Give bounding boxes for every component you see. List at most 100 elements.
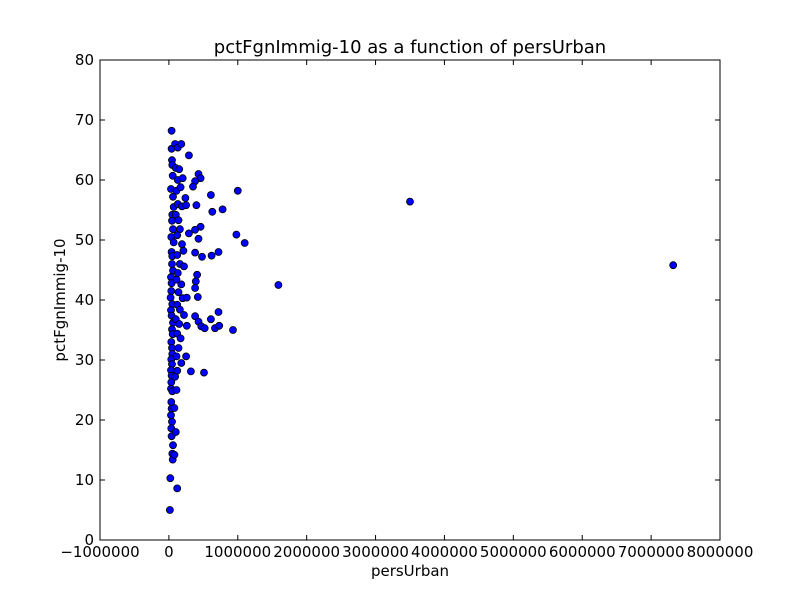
- scatter-point-91: [172, 386, 181, 394]
- x-tick-label-0: −1000000: [60, 543, 139, 561]
- scatter-point-82: [182, 321, 191, 330]
- scatter-point-76: [182, 293, 191, 302]
- scatter-point-108: [232, 230, 241, 239]
- scatter-point-10: [169, 225, 177, 234]
- scatter-point-124: [200, 324, 209, 333]
- chart-title: pctFgnImmig-10 as a function of persUrba…: [214, 37, 606, 58]
- scatter-point-72: [172, 275, 181, 284]
- scatter-point-130: [274, 281, 283, 289]
- scatter-point-58: [181, 194, 190, 202]
- scatter-point-118: [233, 186, 242, 195]
- scatter-point-47: [173, 484, 182, 493]
- x-tick-label-9: 8000000: [687, 543, 754, 561]
- scatter-point-132: [669, 261, 678, 270]
- scatter-point-61: [182, 201, 191, 210]
- y-tick-label-8: 80: [75, 51, 94, 69]
- scatter-point-112: [198, 252, 206, 261]
- scatter-point-116: [191, 284, 200, 292]
- scatter-point-12: [169, 238, 178, 247]
- y-tick-label-2: 20: [75, 411, 94, 429]
- scatter-point-102: [218, 205, 227, 214]
- x-tick-label-8: 7000000: [618, 543, 685, 561]
- scatter-point-6: [169, 192, 177, 201]
- scatter-point-117: [193, 293, 202, 301]
- scatter-point-87: [182, 352, 191, 361]
- scatter-point-67: [179, 246, 188, 255]
- scatter-point-109: [240, 239, 249, 247]
- scatter-point-78: [175, 305, 184, 314]
- scatter-point-127: [229, 326, 237, 334]
- data-points: [165, 126, 678, 514]
- scatter-point-39: [167, 411, 175, 420]
- scatter-point-128: [186, 367, 195, 376]
- scatter-point-55: [178, 174, 187, 183]
- scatter-point-43: [169, 441, 177, 450]
- scatter-point-94: [170, 450, 179, 459]
- scatter-point-19: [167, 287, 176, 295]
- y-tick-label-1: 10: [75, 471, 94, 489]
- scatter-point-101: [192, 201, 201, 210]
- scatter-point-84: [176, 334, 185, 343]
- scatter-point-53: [175, 165, 184, 174]
- scatter-point-129: [200, 368, 208, 377]
- y-tick-label-7: 70: [75, 111, 94, 129]
- x-tick-label-7: 6000000: [549, 543, 616, 561]
- y-tick-label-4: 40: [75, 291, 94, 309]
- scatter-point-100: [206, 191, 215, 199]
- scatter-point-63: [174, 216, 183, 225]
- scatter-point-86: [172, 352, 181, 361]
- scatter-point-107: [194, 234, 203, 243]
- scatter-point-57: [176, 183, 185, 192]
- scatter-point-126: [215, 321, 224, 330]
- scatter-point-65: [173, 231, 182, 240]
- scatter-point-131: [406, 197, 414, 206]
- x-tick-label-6: 5000000: [480, 543, 547, 561]
- scatter-point-103: [208, 207, 217, 216]
- scatter-point-99: [189, 182, 197, 191]
- scatter-point-20: [166, 293, 175, 302]
- scatter-point-70: [180, 262, 188, 271]
- x-tick-label-5: 4000000: [411, 543, 478, 561]
- scatter-point-111: [207, 251, 216, 260]
- x-tick-label-2: 1000000: [204, 543, 271, 561]
- scatter-point-92: [170, 404, 179, 412]
- scatter-point-46: [166, 474, 175, 483]
- y-tick-label-6: 60: [75, 171, 94, 189]
- x-axis-label: persUrban: [371, 562, 449, 580]
- x-tick-label-1: 0: [164, 543, 174, 561]
- scatter-point-114: [193, 270, 202, 279]
- scatter-point-119: [214, 308, 223, 316]
- scatter-point-85: [174, 344, 183, 352]
- scatter-point-115: [191, 277, 200, 286]
- scatter-point-4: [168, 171, 177, 180]
- scatter-point-81: [175, 320, 184, 328]
- scatter-point-66: [178, 240, 186, 249]
- scatter-point-110: [214, 248, 223, 256]
- scatter-point-73: [177, 280, 186, 289]
- scatter-point-79: [180, 311, 188, 319]
- scatter-point-0: [167, 126, 176, 135]
- axis-ticks: −1000000 0 1000000 2000000 3000000 4000000 500…: [60, 51, 753, 561]
- scatter-point-74: [174, 288, 183, 297]
- scatter-point-88: [177, 359, 186, 367]
- y-tick-label-5: 50: [75, 231, 94, 249]
- scatter-point-105: [191, 225, 200, 234]
- x-tick-label-4: 3000000: [342, 543, 409, 561]
- scatter-point-51: [177, 140, 186, 148]
- scatter-point-48: [165, 506, 174, 514]
- scatter-point-90: [171, 372, 180, 381]
- x-tick-label-3: 2000000: [273, 543, 340, 561]
- scatter-point-113: [191, 248, 200, 257]
- scatter-point-71: [173, 269, 182, 277]
- scatter-point-68: [173, 251, 182, 259]
- y-tick-label-3: 30: [75, 351, 94, 369]
- scatter-point-15: [168, 260, 176, 268]
- scatter-point-95: [184, 151, 193, 160]
- scatter-point-121: [206, 315, 215, 324]
- scatter-point-93: [171, 428, 180, 436]
- scatter-point-106: [184, 229, 193, 238]
- y-tick-label-0: 0: [84, 531, 94, 549]
- scatter-point-40: [168, 417, 176, 426]
